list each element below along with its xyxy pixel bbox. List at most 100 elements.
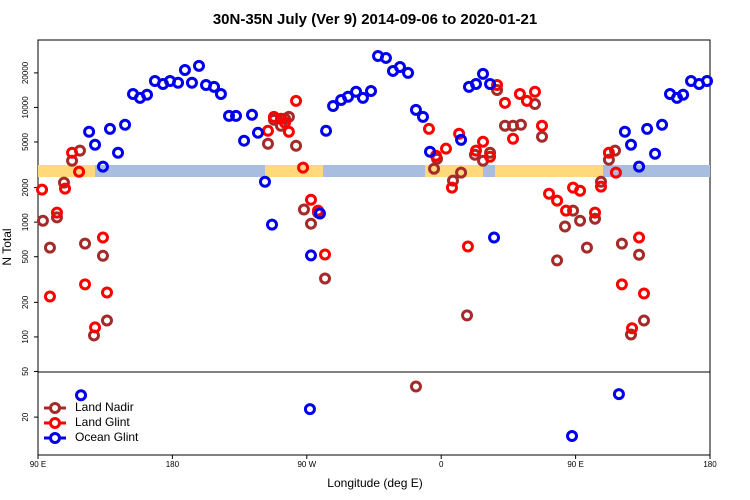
point xyxy=(558,220,571,233)
point xyxy=(637,314,650,327)
point xyxy=(580,241,593,254)
point xyxy=(75,389,88,402)
point xyxy=(461,309,474,322)
point xyxy=(477,135,490,148)
y-tick-label: 10000 xyxy=(21,96,30,119)
x-axis-label: Longitude (deg E) xyxy=(327,476,422,490)
point xyxy=(89,321,102,334)
point xyxy=(43,241,56,254)
point xyxy=(320,124,333,137)
point xyxy=(567,204,580,217)
band-blue xyxy=(38,165,710,177)
point xyxy=(637,287,650,300)
point xyxy=(409,380,422,393)
point xyxy=(66,146,79,159)
point xyxy=(304,193,317,206)
point xyxy=(625,138,638,151)
point xyxy=(258,175,271,188)
point xyxy=(536,130,548,143)
point xyxy=(172,76,185,89)
point xyxy=(73,165,86,178)
legend-label: Ocean Glint xyxy=(75,430,139,444)
point xyxy=(178,63,191,76)
point xyxy=(36,214,49,227)
point xyxy=(36,183,49,196)
legend-label: Land Glint xyxy=(75,415,130,429)
point xyxy=(560,204,573,217)
point xyxy=(656,118,669,131)
point xyxy=(446,174,459,187)
x-tick-label: 180 xyxy=(166,460,180,469)
point xyxy=(402,66,415,79)
point xyxy=(484,150,497,163)
point xyxy=(612,388,625,401)
point xyxy=(455,133,468,146)
point xyxy=(491,83,504,96)
point xyxy=(230,109,243,122)
point xyxy=(356,91,369,104)
point xyxy=(59,182,72,195)
point xyxy=(251,126,264,139)
point xyxy=(261,124,274,137)
point xyxy=(297,161,310,174)
point xyxy=(141,88,154,101)
point xyxy=(445,181,458,194)
point xyxy=(536,119,548,132)
point xyxy=(551,254,564,267)
point xyxy=(574,184,587,197)
point xyxy=(615,278,628,291)
legend-marker xyxy=(49,417,61,429)
legend-marker xyxy=(49,432,61,444)
y-tick-label: 1000 xyxy=(21,213,30,231)
point xyxy=(100,286,113,299)
band-yellow xyxy=(265,165,323,177)
point xyxy=(238,134,251,147)
plot-frame xyxy=(37,39,711,456)
point xyxy=(119,118,132,131)
point xyxy=(589,212,602,225)
point xyxy=(594,180,607,193)
point xyxy=(214,87,227,100)
point xyxy=(633,248,646,261)
point xyxy=(594,175,607,188)
point xyxy=(100,314,113,327)
y-tick-label: 200 xyxy=(21,295,30,309)
point xyxy=(649,147,662,160)
point xyxy=(513,87,526,100)
point xyxy=(282,125,295,138)
point xyxy=(208,80,221,93)
point xyxy=(327,99,340,112)
point xyxy=(79,278,92,291)
point xyxy=(625,328,638,341)
x-tick-label: 0 xyxy=(439,460,444,469)
point xyxy=(89,138,102,151)
point xyxy=(342,90,355,103)
point xyxy=(304,217,317,230)
point xyxy=(57,176,70,189)
point xyxy=(528,85,541,98)
point xyxy=(551,194,564,207)
point xyxy=(43,290,56,303)
point xyxy=(422,122,435,135)
point xyxy=(319,248,332,261)
legend-label: Land Nadir xyxy=(75,400,134,414)
point xyxy=(50,211,63,224)
point xyxy=(602,153,615,166)
point xyxy=(514,118,527,131)
point xyxy=(185,76,198,89)
point xyxy=(261,137,274,150)
point xyxy=(589,206,602,219)
point xyxy=(79,237,92,250)
point xyxy=(50,206,63,219)
point xyxy=(461,240,474,253)
point xyxy=(609,166,622,179)
point xyxy=(609,144,622,157)
point xyxy=(469,78,482,91)
band-yellow xyxy=(495,165,603,177)
x-tick-label: 90 E xyxy=(567,460,583,469)
point xyxy=(96,160,109,173)
point xyxy=(507,132,520,145)
point xyxy=(313,207,326,220)
point xyxy=(222,109,235,122)
point xyxy=(469,144,482,157)
